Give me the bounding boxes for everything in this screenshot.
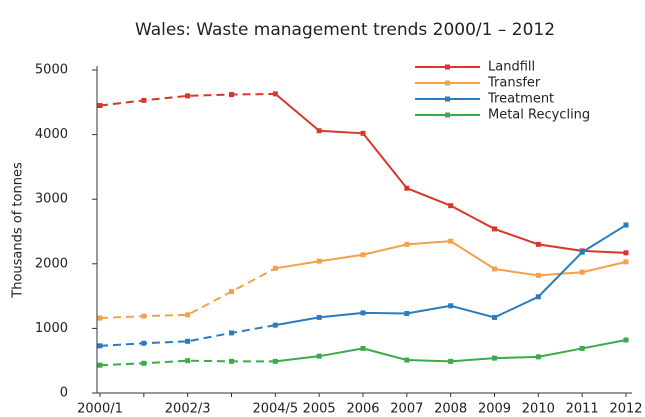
y-axis-label: Thousands of tonnes: [11, 162, 26, 299]
point-marker: [97, 103, 103, 109]
point-marker: [229, 330, 234, 336]
point-marker: [404, 357, 410, 363]
series-line: [275, 339, 627, 363]
x-tick-label: 2012: [609, 402, 642, 417]
series-line: [275, 240, 627, 277]
point-marker: [272, 322, 278, 328]
point-marker: [97, 362, 103, 368]
point-marker: [360, 130, 366, 136]
point-marker: [535, 354, 541, 360]
series-line-dashed: [99, 267, 276, 320]
point-marker: [316, 353, 322, 359]
x-tick-label: 2004/5: [252, 402, 298, 417]
point-marker: [623, 250, 629, 256]
point-marker: [229, 289, 234, 295]
legend-marker: [445, 112, 450, 118]
point-marker: [185, 358, 191, 364]
point-marker: [579, 249, 585, 255]
point-marker: [623, 222, 629, 228]
point-marker: [492, 314, 497, 320]
legend-label: Treatment: [487, 92, 554, 107]
x-tick-label: 2007: [390, 402, 423, 417]
point-marker: [272, 265, 278, 271]
x-tick-label: 2000/1: [77, 402, 123, 417]
point-marker: [448, 238, 454, 244]
point-marker: [448, 358, 454, 364]
point-marker: [535, 294, 541, 300]
legend-label: Transfer: [487, 76, 541, 91]
point-marker: [97, 315, 103, 321]
point-marker: [579, 269, 585, 275]
y-tick-label: 0: [60, 386, 68, 401]
point-marker: [492, 266, 497, 272]
point-marker: [185, 93, 191, 99]
x-tick-label: 2010: [522, 402, 555, 417]
point-marker: [185, 338, 191, 344]
point-marker: [272, 91, 278, 97]
series-line-dashed: [99, 324, 276, 347]
legend-marker: [445, 96, 450, 102]
y-tick-label: 4000: [35, 127, 68, 142]
point-marker: [360, 310, 366, 316]
point-marker: [316, 128, 322, 134]
point-marker: [141, 360, 147, 366]
series-line-dashed: [99, 92, 276, 107]
point-marker: [623, 337, 629, 343]
point-marker: [492, 355, 497, 361]
point-marker: [316, 314, 322, 320]
x-tick-label: 2008: [434, 402, 467, 417]
point-marker: [229, 92, 234, 98]
point-marker: [448, 303, 454, 309]
point-marker: [579, 345, 585, 351]
point-marker: [404, 241, 410, 247]
legend-label: Metal Recycling: [488, 108, 590, 123]
point-marker: [141, 340, 147, 346]
y-tick-label: 2000: [35, 256, 68, 271]
series-line-dashed: [99, 359, 276, 367]
point-marker: [97, 343, 103, 349]
x-tick-label: 2009: [478, 402, 511, 417]
legend-label: Landfill: [488, 60, 535, 75]
point-marker: [623, 259, 629, 265]
x-tick-label: 2011: [566, 402, 599, 417]
point-marker: [448, 203, 454, 209]
legend-marker: [445, 80, 450, 86]
x-tick-label: 2005: [303, 402, 336, 417]
point-marker: [535, 272, 541, 278]
point-marker: [360, 345, 366, 351]
point-marker: [185, 312, 191, 318]
point-marker: [404, 185, 410, 191]
y-tick-label: 5000: [35, 63, 68, 78]
point-marker: [141, 313, 147, 319]
x-tick-label: 2002/3: [165, 402, 211, 417]
point-marker: [404, 311, 410, 317]
point-marker: [492, 226, 497, 232]
point-marker: [360, 252, 366, 258]
y-tick-label: 3000: [35, 192, 68, 207]
point-marker: [272, 358, 278, 364]
chart-title: Wales: Waste management trends 2000/1 – …: [135, 20, 555, 40]
point-marker: [535, 241, 541, 247]
point-marker: [316, 258, 322, 264]
legend-marker: [445, 64, 450, 70]
point-marker: [229, 358, 234, 364]
point-marker: [141, 97, 147, 103]
y-tick-label: 1000: [35, 321, 68, 336]
x-tick-label: 2006: [346, 402, 379, 417]
